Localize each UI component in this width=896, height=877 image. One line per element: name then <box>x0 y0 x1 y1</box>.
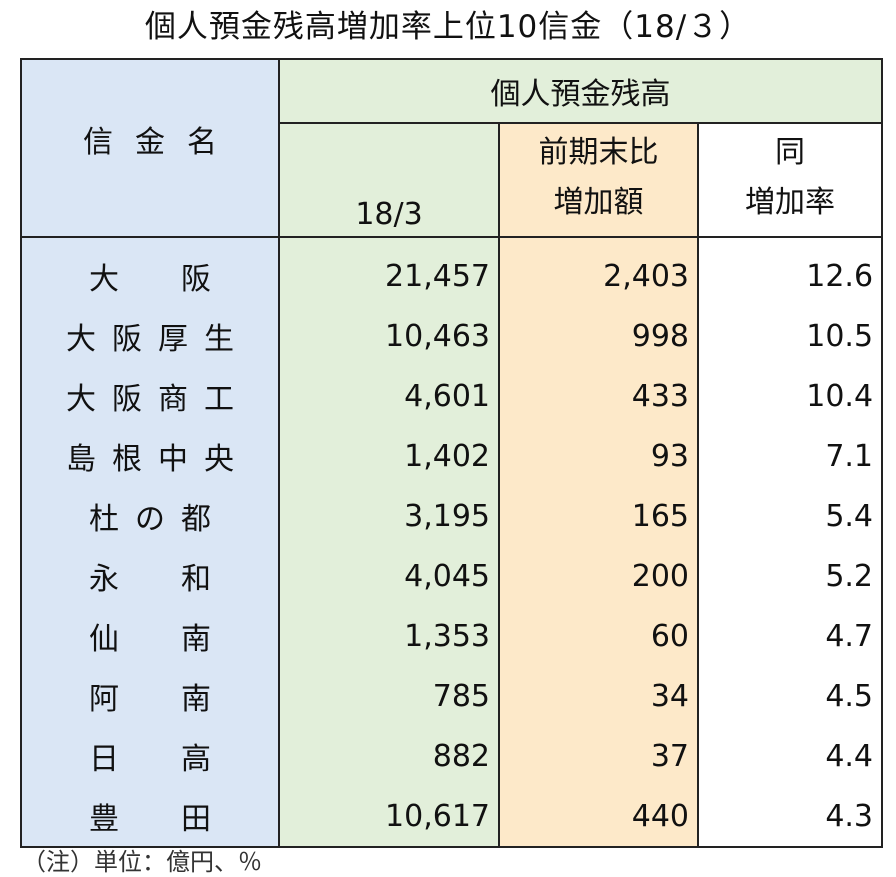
rate-cell: 4.3 <box>696 786 884 848</box>
page-title: 個人預金残高増加率上位10信金（18/３） <box>144 9 752 45</box>
table-row: 豊 田 10,617 440 4.3 <box>20 786 884 848</box>
header-increase-line2: 増加額 <box>553 185 644 220</box>
balance-cell: 10,463 <box>278 306 500 366</box>
header-rate-line1: 同 <box>775 135 806 170</box>
rate-cell: 5.4 <box>696 486 884 546</box>
rate-cell: 4.7 <box>696 606 884 666</box>
bank-name: 杜の都 <box>20 486 280 546</box>
balance-cell: 882 <box>278 726 500 786</box>
rate-cell: 10.5 <box>696 306 884 366</box>
rate-cell: 5.2 <box>696 546 884 606</box>
table-row: 阿 南 785 34 4.5 <box>20 666 884 726</box>
balance-cell: 10,617 <box>278 786 500 848</box>
bank-name: 島根中央 <box>20 426 280 486</box>
rate-cell: 4.5 <box>696 666 884 726</box>
table-row: 日 高 882 37 4.4 <box>20 726 884 786</box>
balance-cell: 785 <box>278 666 500 726</box>
rate-cell: 4.4 <box>696 726 884 786</box>
bank-name: 日 高 <box>20 726 280 786</box>
bank-name: 大 阪 <box>20 237 280 306</box>
header-balance-group: 個人預金残高 <box>277 58 884 124</box>
bank-name: 阿 南 <box>20 666 280 726</box>
increase-cell: 93 <box>498 426 699 486</box>
table-row: 大 阪 21,457 2,403 12.6 <box>20 237 884 306</box>
balance-cell: 21,457 <box>278 237 500 306</box>
unit-note: （注）単位：億円、％ <box>22 848 262 876</box>
balance-cell: 1,353 <box>278 606 500 666</box>
table-row: 島根中央 1,402 93 7.1 <box>20 426 884 486</box>
rate-cell: 10.4 <box>696 366 884 426</box>
balance-cell: 4,601 <box>278 366 500 426</box>
increase-cell: 37 <box>498 726 699 786</box>
balance-cell: 3,195 <box>278 486 500 546</box>
bank-name: 永 和 <box>20 546 280 606</box>
bank-name: 豊 田 <box>20 786 280 848</box>
table-row: 仙 南 1,353 60 4.7 <box>20 606 884 666</box>
table-row: 大阪厚生 10,463 998 10.5 <box>20 306 884 366</box>
increase-cell: 165 <box>498 486 699 546</box>
header-increase-line1: 前期末比 <box>538 135 659 170</box>
table-row: 杜の都 3,195 165 5.4 <box>20 486 884 546</box>
balance-cell: 1,402 <box>278 426 500 486</box>
header-balance: 18/3 <box>278 122 500 238</box>
ranking-table: 信金名 個人預金残高 18/3 前期末比 増加額 同 増加率 大 阪 21,45… <box>20 58 884 848</box>
table-row: 大阪商工 4,601 433 10.4 <box>20 366 884 426</box>
balance-cell: 4,045 <box>278 546 500 606</box>
bank-name: 大阪厚生 <box>20 306 280 366</box>
increase-cell: 440 <box>498 786 699 848</box>
table-row: 永 和 4,045 200 5.2 <box>20 546 884 606</box>
header-name: 信金名 <box>20 58 280 238</box>
header-increase: 前期末比 増加額 <box>498 122 699 238</box>
increase-cell: 433 <box>498 366 699 426</box>
bank-name: 大阪商工 <box>20 366 280 426</box>
increase-cell: 998 <box>498 306 699 366</box>
increase-cell: 60 <box>498 606 699 666</box>
increase-cell: 2,403 <box>498 237 699 306</box>
header-rate: 同 増加率 <box>696 122 884 238</box>
increase-cell: 200 <box>498 546 699 606</box>
rate-cell: 7.1 <box>696 426 884 486</box>
header-rate-line2: 増加率 <box>745 185 836 220</box>
increase-cell: 34 <box>498 666 699 726</box>
bank-name: 仙 南 <box>20 606 280 666</box>
rate-cell: 12.6 <box>696 237 884 306</box>
